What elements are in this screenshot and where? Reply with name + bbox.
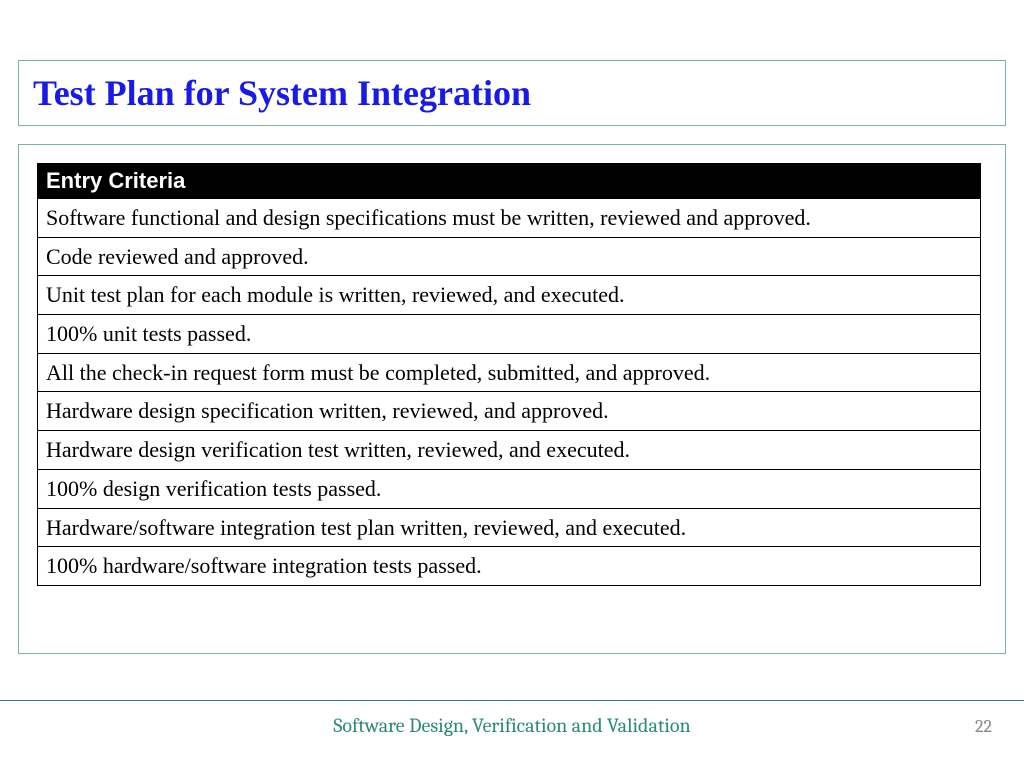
entry-criteria-table: Entry Criteria Software functional and d… — [37, 163, 981, 586]
footer-divider — [0, 700, 1024, 701]
table-row: Code reviewed and approved. — [38, 237, 981, 276]
table-cell: All the check-in request form must be co… — [38, 353, 981, 392]
table-cell: Hardware design specification written, r… — [38, 392, 981, 431]
table-row: 100% hardware/software integration tests… — [38, 547, 981, 586]
table-cell: 100% unit tests passed. — [38, 315, 981, 354]
title-box: Test Plan for System Integration — [18, 60, 1006, 126]
table-cell: Software functional and design specifica… — [38, 199, 981, 238]
content-box: Entry Criteria Software functional and d… — [18, 144, 1006, 654]
table-cell: Code reviewed and approved. — [38, 237, 981, 276]
slide-title: Test Plan for System Integration — [33, 72, 531, 114]
table-cell: Hardware design verification test writte… — [38, 431, 981, 470]
table-row: Hardware/software integration test plan … — [38, 508, 981, 547]
table-row: Hardware design specification written, r… — [38, 392, 981, 431]
table-cell: Hardware/software integration test plan … — [38, 508, 981, 547]
table-cell: Unit test plan for each module is writte… — [38, 276, 981, 315]
table-cell: 100% hardware/software integration tests… — [38, 547, 981, 586]
table-header: Entry Criteria — [38, 164, 981, 199]
footer-text: Software Design, Verification and Valida… — [0, 714, 1024, 737]
table-row: 100% design verification tests passed. — [38, 469, 981, 508]
page-number: 22 — [975, 716, 992, 737]
table-row: All the check-in request form must be co… — [38, 353, 981, 392]
table-row: 100% unit tests passed. — [38, 315, 981, 354]
table-cell: 100% design verification tests passed. — [38, 469, 981, 508]
table-row: Software functional and design specifica… — [38, 199, 981, 238]
table-row: Hardware design verification test writte… — [38, 431, 981, 470]
table-row: Unit test plan for each module is writte… — [38, 276, 981, 315]
